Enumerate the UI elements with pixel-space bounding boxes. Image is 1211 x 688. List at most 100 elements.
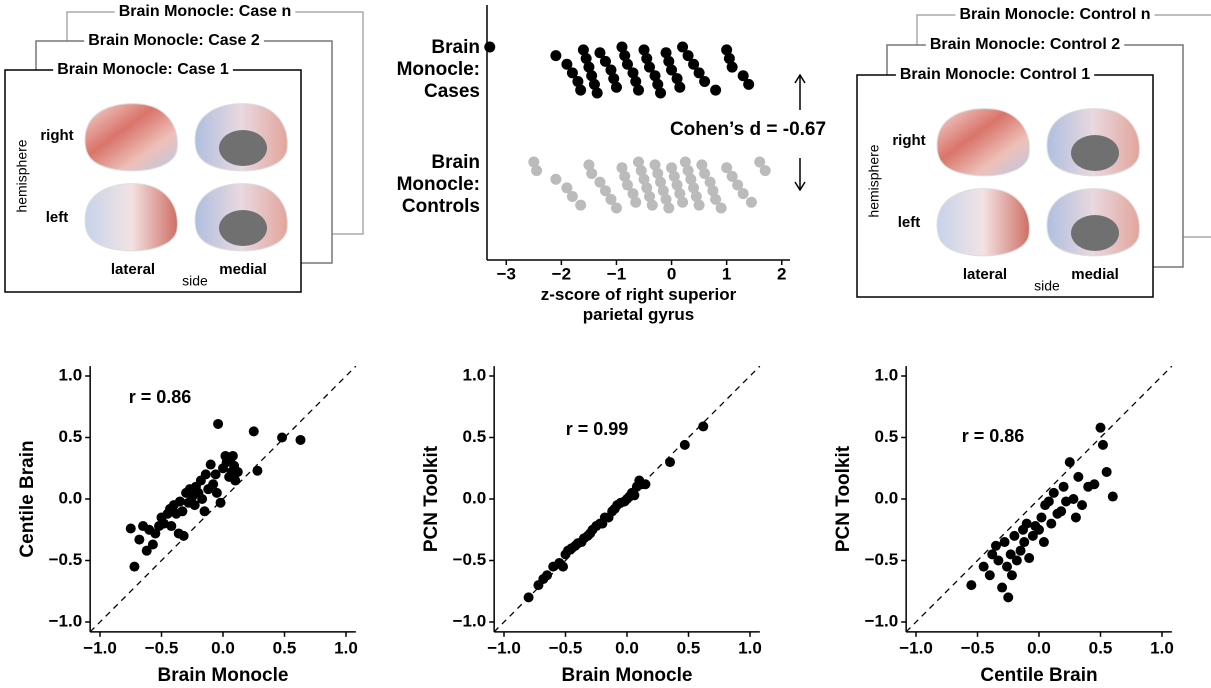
arrow-head [794,181,806,192]
point [704,176,716,188]
x-tick-label: −1.0 [83,638,117,657]
point [616,162,628,174]
point [993,555,1004,566]
point [1006,570,1017,581]
title-bg [114,3,296,21]
x-tick-label: −1.0 [899,638,933,657]
point [657,185,669,197]
point [1034,524,1044,535]
point [575,84,587,96]
point [1048,487,1059,498]
point [610,202,622,214]
point [693,67,705,79]
point [178,530,189,541]
point [999,537,1010,548]
point [211,487,222,498]
brain-midline [1071,215,1119,251]
row-label: left [46,209,69,226]
panel-title: Brain Monocle: Case n [119,3,291,20]
x-tick-label: 2 [777,264,786,283]
x-tick-label: 0.5 [273,638,297,657]
point [608,73,620,85]
point [588,78,600,90]
x-tick-label: 0.0 [615,638,639,657]
x-tick-label: −1 [607,264,626,283]
y-tick-label: 0.0 [875,488,899,507]
point [1107,491,1118,502]
point [723,53,735,64]
y-tick-label: 1.0 [875,365,899,384]
point [594,176,606,188]
point [1056,506,1067,517]
title-bg [955,6,1155,24]
point [966,580,977,591]
point [726,61,738,73]
point [627,188,639,200]
point [558,561,569,572]
y-axis-label: Centile Brain [17,440,38,557]
y-tick-label: 0.0 [463,488,487,507]
x-tick-label: −1.0 [487,638,521,657]
y-axis-label: PCN Toolkit [833,445,854,552]
point [129,561,140,572]
point [987,549,998,560]
point [660,193,672,205]
point [199,506,210,517]
identity-line [905,365,1173,633]
point [550,173,562,185]
point [1073,471,1084,482]
point [230,475,241,486]
panel-title: Brain Monocle: Control 2 [930,36,1120,53]
brain-surface [84,183,178,252]
x-tick-label: 0.5 [1089,638,1113,657]
panel-title: Brain Monocle: Control 1 [900,66,1090,83]
axis-label: side [1034,278,1060,294]
point [566,191,578,202]
point [652,78,664,90]
point [633,156,644,168]
x-tick-label: 1 [722,264,731,283]
point [1070,512,1081,523]
point [685,173,697,185]
point [1009,530,1020,541]
point [619,170,631,182]
x-axis-label: Brain Monocle [562,665,693,686]
brain-surface [84,103,178,172]
point [630,76,642,87]
y-tick-label: −0.5 [865,550,899,569]
panel-card [856,74,1154,298]
y-tick-label: −1.0 [865,611,899,630]
point [726,170,738,182]
x-tick-label: 1.0 [1150,638,1174,657]
point [232,466,243,477]
y-tick-label: −0.5 [49,550,83,569]
point [696,159,708,171]
point [710,84,722,96]
x-tick-label: −0.5 [549,638,583,657]
point [1043,496,1054,507]
point [630,196,642,208]
point [627,67,639,79]
point [542,570,553,581]
title-bg [895,66,1095,84]
category-label: Brain Monocle: Cases [396,37,480,102]
point [674,81,686,93]
x-axis-label: Brain Monocle [158,665,289,686]
point [721,44,733,56]
point [715,202,727,214]
point [621,58,633,70]
x-tick-label: 1.0 [334,638,358,657]
point [1015,545,1026,556]
arrow-head [794,73,806,84]
x-tick-label: 0.0 [211,638,235,657]
y-tick-label: −1.0 [49,611,83,630]
x-tick-label: −0.5 [961,638,995,657]
axis-label: hemisphere [14,139,30,212]
point [668,170,680,182]
x-tick-label: 0 [667,264,676,283]
point [1011,555,1022,566]
title-bg [53,61,233,79]
panel-title: Brain Monocle: Control n [959,6,1150,23]
point [666,162,678,174]
point [745,196,757,208]
